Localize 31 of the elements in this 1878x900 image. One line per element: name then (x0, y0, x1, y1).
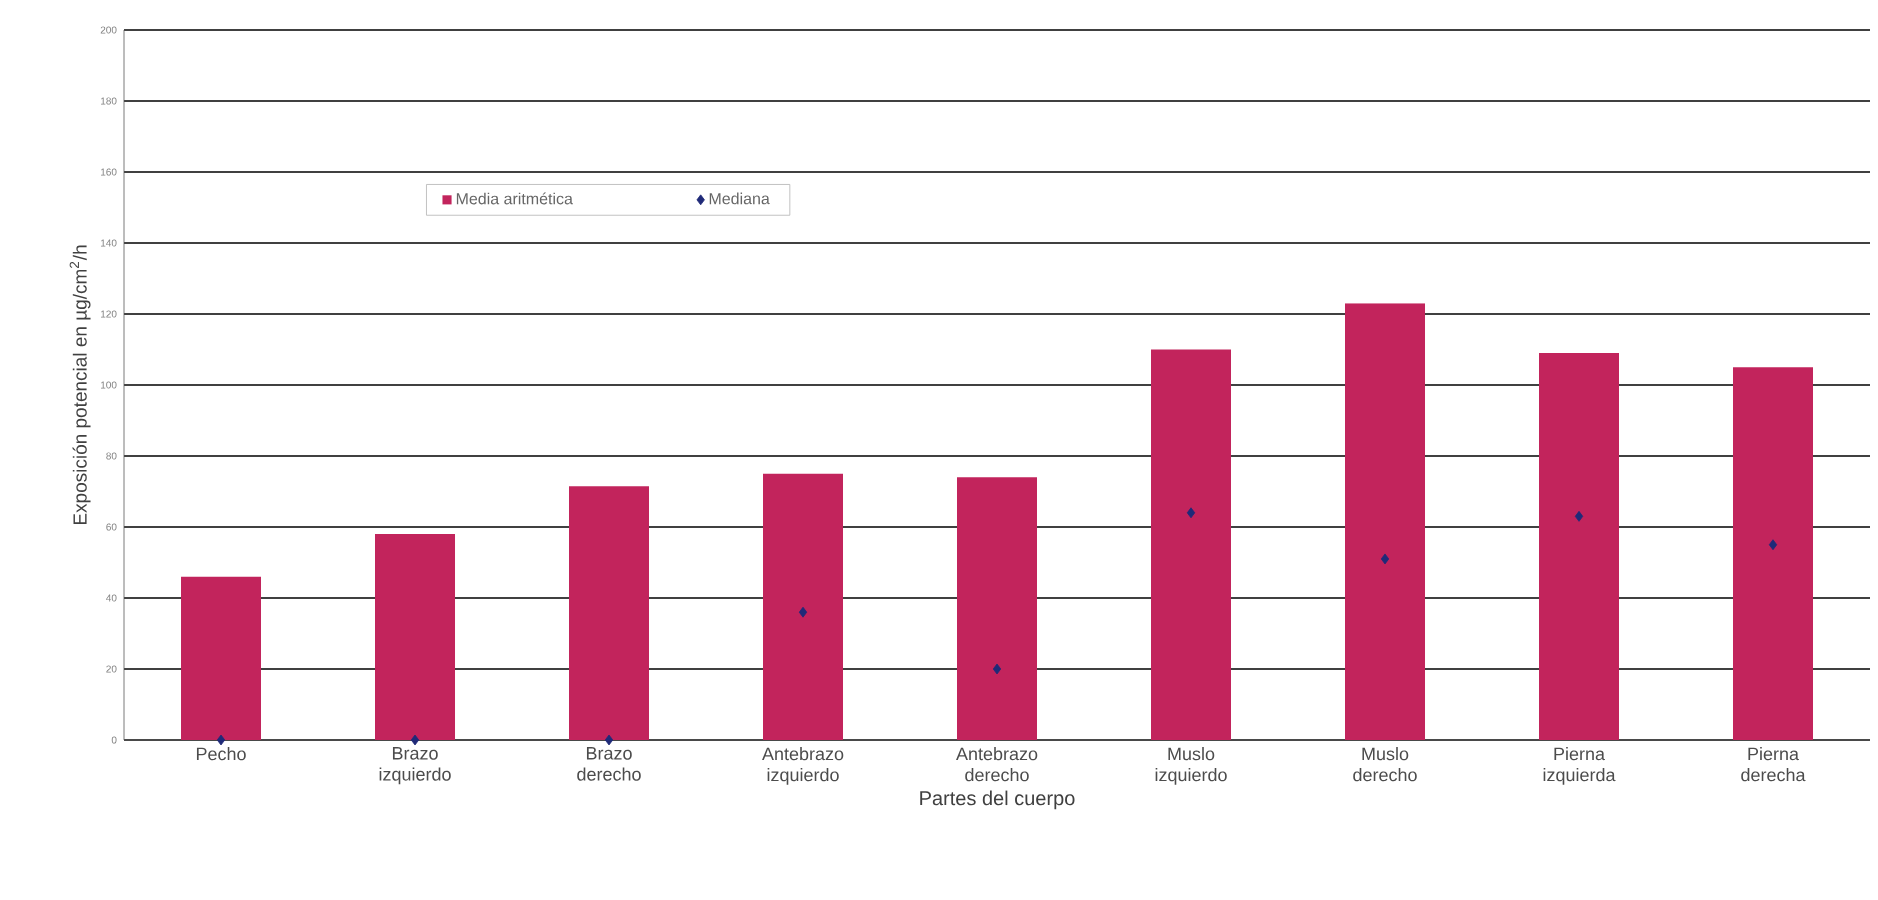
x-tick-label: Muslo derecho (1353, 747, 1417, 782)
point (410, 734, 420, 746)
x-axis-title: Partes del cuerpo (920, 790, 1075, 810)
x-tick-label: Antebrazo izquierdo (762, 747, 844, 785)
x-tick-label: Brazo izquierdo (379, 747, 451, 785)
bar (1539, 353, 1619, 740)
point (798, 606, 808, 618)
x-tick-label: Pecho (196, 747, 246, 761)
bar (763, 473, 843, 740)
bar (181, 576, 261, 740)
legend-label: Mediana (709, 192, 770, 205)
point (1768, 539, 1778, 551)
point (604, 734, 614, 746)
point (1574, 510, 1584, 522)
point (1380, 553, 1390, 565)
x-tick-label: Brazo derecho (577, 747, 641, 781)
x-tick-label: Pierna izquierda (1543, 747, 1616, 785)
x-tick-label: Antebrazo derecho (956, 747, 1038, 782)
x-tick-label: Pierna derecha (1741, 747, 1806, 782)
bar (375, 534, 456, 740)
x-tick-label: Muslo izquierdo (1155, 747, 1227, 785)
bar (569, 486, 650, 740)
point (992, 663, 1002, 675)
bar (1345, 303, 1425, 740)
bar (957, 477, 1037, 740)
point (1186, 507, 1196, 519)
bar (1151, 349, 1231, 740)
legend-label: Media aritmética (456, 192, 573, 205)
bar (1733, 367, 1813, 740)
point (216, 734, 226, 746)
y-axis-title: Exposición potencial en µg/cm$^{2}$/h (69, 245, 91, 525)
